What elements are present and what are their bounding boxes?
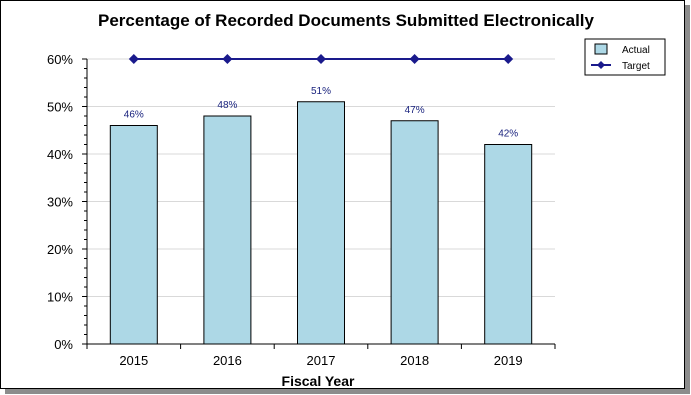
bar-2018: [390, 120, 439, 345]
x-tick-label: 2018: [400, 353, 429, 368]
x-tick-label: 2017: [307, 353, 336, 368]
chart-title: Percentage of Recorded Documents Submitt…: [98, 11, 595, 30]
tick-labels: 0% 10% 20% 30% 40% 50% 60% 2015 2016 2017 2018 2019: [47, 52, 523, 368]
target-series: [128, 54, 514, 64]
y-tick-label: 60%: [47, 52, 73, 67]
bar-2015: [109, 125, 158, 345]
y-tick-label: 50%: [47, 100, 73, 115]
axes: [82, 58, 556, 349]
legend-label-target: Target: [622, 61, 650, 72]
y-tick-label: 40%: [47, 147, 73, 162]
target-marker-2015: [128, 54, 139, 64]
data-label: 47%: [405, 105, 425, 116]
target-marker-2019: [503, 54, 514, 64]
target-marker-2018: [409, 54, 420, 64]
data-label: 46%: [124, 110, 144, 121]
x-tick-label: 2019: [494, 353, 523, 368]
data-label: 42%: [498, 129, 518, 140]
x-tick-label: 2015: [119, 353, 148, 368]
y-tick-label: 0%: [54, 337, 73, 352]
x-axis-label: Fiscal Year: [282, 373, 355, 389]
y-tick-label: 30%: [47, 195, 73, 210]
data-label: 51%: [311, 86, 331, 97]
legend: Actual Target: [584, 38, 666, 76]
legend-marker-target: [597, 61, 605, 69]
target-marker-2017: [316, 54, 326, 64]
x-tick-label: 2016: [213, 353, 242, 368]
bars: [109, 101, 533, 345]
legend-swatch-actual: [594, 43, 608, 55]
y-tick-label: 10%: [47, 290, 73, 305]
data-label: 48%: [217, 100, 237, 111]
bar-2016: [203, 115, 252, 345]
bar-2017: [297, 101, 345, 345]
legend-label-actual: Actual: [622, 45, 650, 56]
bar-2019: [484, 144, 533, 345]
y-tick-label: 20%: [47, 242, 73, 257]
data-labels: 46% 48% 51% 47% 42%: [124, 86, 519, 140]
target-marker-2016: [222, 54, 233, 64]
